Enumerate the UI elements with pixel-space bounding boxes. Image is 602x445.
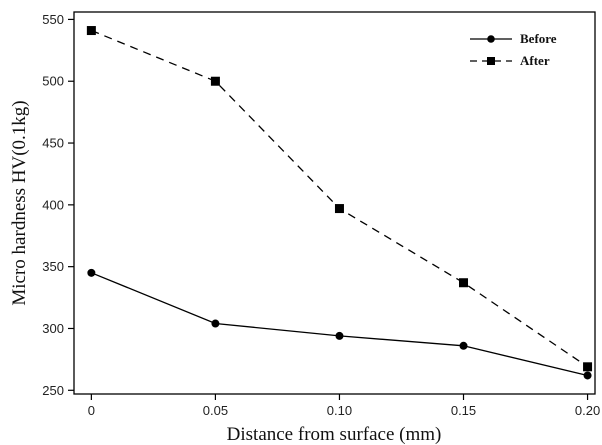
series-after-point — [459, 278, 469, 288]
plot-frame — [73, 11, 596, 395]
series-before-point — [211, 319, 220, 328]
x-tick-label: 0.20 — [575, 403, 600, 418]
series-after-point — [583, 362, 593, 372]
legend-after-marker — [487, 57, 495, 65]
y-axis-title: Micro hardness HV(0.1kg) — [9, 100, 30, 305]
x-axis-title: Distance from surface (mm) — [227, 424, 442, 445]
series-before-point — [335, 331, 344, 340]
x-tick-label: 0 — [88, 403, 95, 418]
y-tick-label: 300 — [42, 321, 64, 336]
series-after-line — [91, 29, 588, 368]
series-after-point — [334, 204, 344, 214]
series-before-point — [459, 341, 468, 350]
legend: Before After — [470, 31, 557, 68]
y-axis: 250 300 350 400 450 500 550 — [42, 12, 74, 398]
series-after-point — [210, 76, 220, 86]
series-before-point — [87, 268, 96, 277]
series-before-point — [583, 371, 592, 380]
series-before-line — [91, 272, 588, 377]
y-tick-label: 450 — [42, 136, 64, 151]
series-layer — [86, 26, 593, 380]
y-tick-label: 350 — [42, 259, 64, 274]
x-tick-label: 0.05 — [203, 403, 228, 418]
series-after-point — [86, 26, 96, 36]
legend-before-label: Before — [520, 31, 557, 46]
x-axis: 0 0.05 0.10 0.15 0.20 — [88, 394, 600, 418]
y-tick-label: 550 — [42, 12, 64, 27]
x-tick-label: 0.15 — [451, 403, 476, 418]
y-tick-label: 400 — [42, 197, 64, 212]
legend-after-label: After — [520, 53, 550, 68]
legend-before-marker — [487, 35, 495, 43]
y-tick-label: 250 — [42, 383, 64, 398]
y-tick-label: 500 — [42, 74, 64, 89]
x-tick-label: 0.10 — [327, 403, 352, 418]
